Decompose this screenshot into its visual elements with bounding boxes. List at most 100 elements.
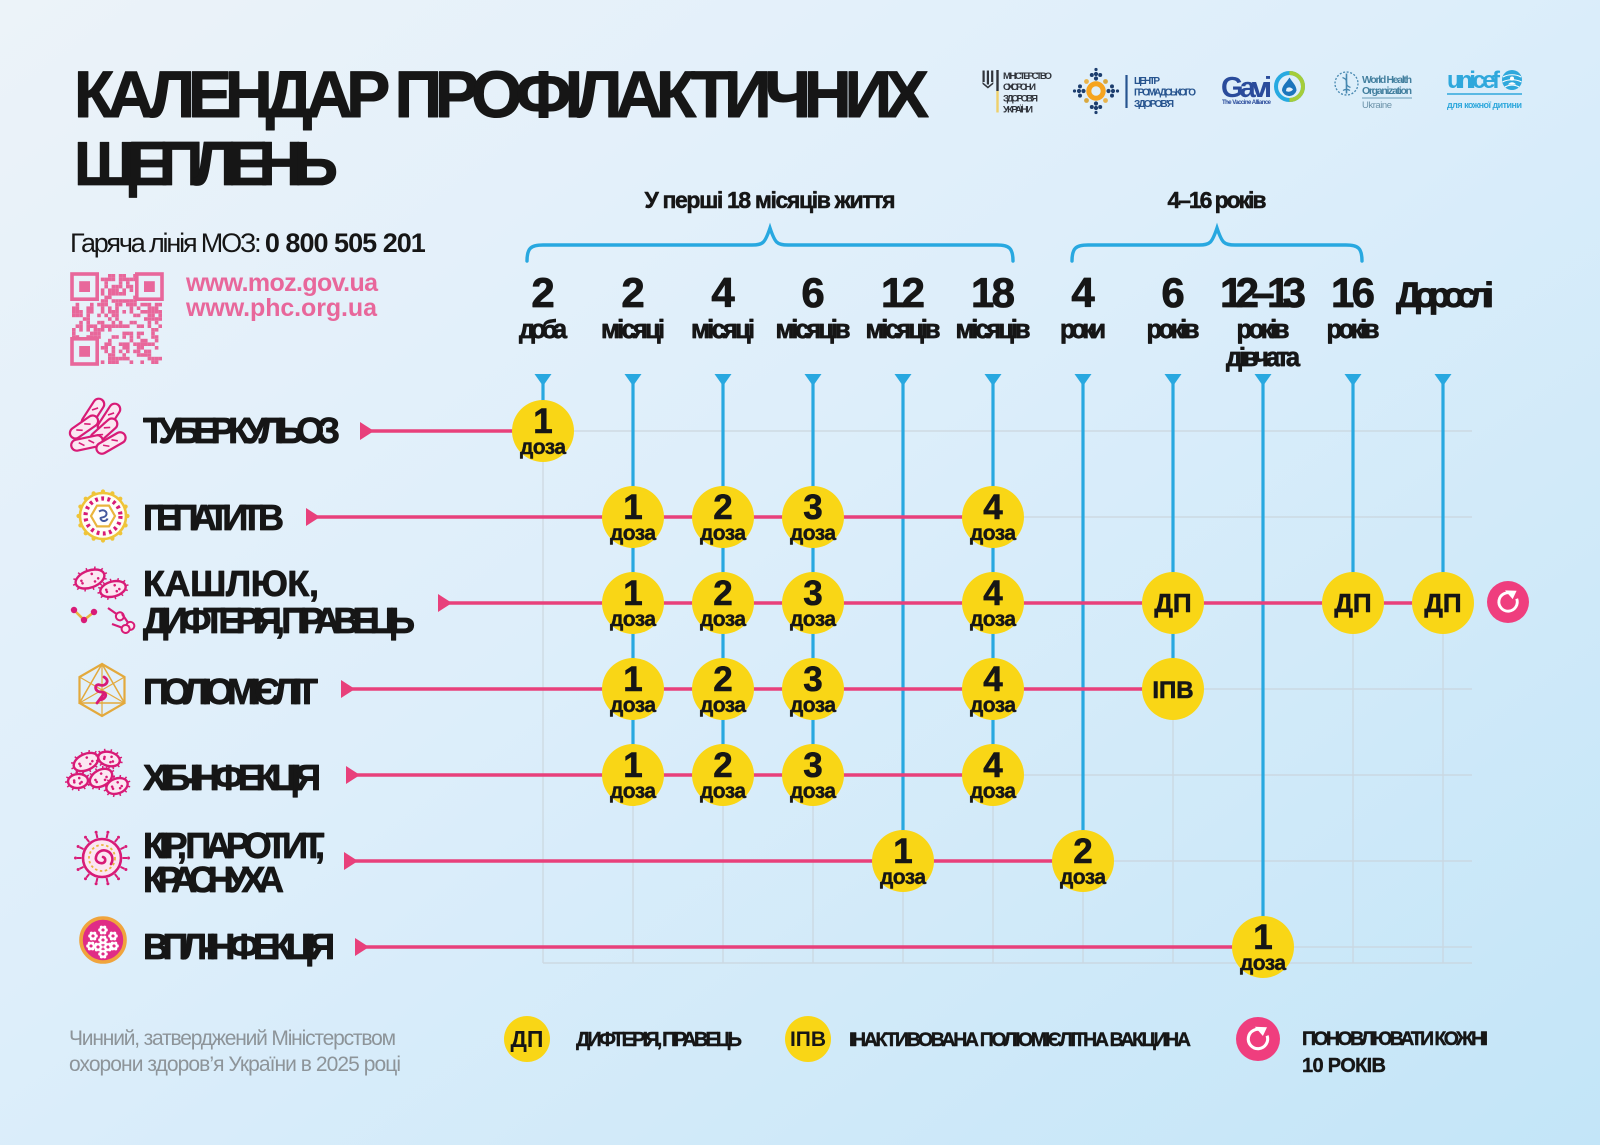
svg-text:www.moz.gov.ua: www.moz.gov.ua [185,269,379,297]
svg-text:4: 4 [711,269,735,316]
svg-text:6: 6 [801,269,824,316]
svg-text:ГЕПАТИТ В: ГЕПАТИТ В [143,497,284,538]
svg-text:Gavi: Gavi [1221,72,1272,104]
svg-text:6: 6 [1161,269,1184,316]
svg-text:КАЛЕНДАР ПРОФІЛАКТИЧНИХ: КАЛЕНДАР ПРОФІЛАКТИЧНИХ [74,57,929,131]
svg-text:років: років [1237,316,1290,344]
svg-text:10 РОКІВ: 10 РОКІВ [1302,1055,1386,1077]
svg-text:2: 2 [713,746,732,785]
svg-text:1: 1 [623,746,642,785]
svg-text:доза: доза [970,608,1016,631]
svg-text:доза: доза [970,694,1016,717]
svg-text:1: 1 [893,832,912,871]
svg-text:The Vaccine Alliance: The Vaccine Alliance [1222,100,1272,106]
svg-text:ДП: ДП [1334,588,1371,618]
svg-text:1: 1 [623,488,642,527]
svg-text:12: 12 [881,269,925,316]
svg-text:доза: доза [880,866,926,889]
svg-text:доза: доза [700,608,746,631]
svg-text:3: 3 [803,488,822,527]
svg-text:unicef: unicef [1447,67,1501,94]
svg-text:роки: роки [1060,316,1106,344]
svg-text:місяців: місяців [776,316,851,344]
svg-text:2: 2 [713,488,732,527]
svg-text:місяці: місяці [691,316,755,344]
svg-text:МІНІСТЕРСТВО: МІНІСТЕРСТВО [1003,71,1053,82]
svg-text:ДИФТЕРІЯ, ПРАВЕЦЬ: ДИФТЕРІЯ, ПРАВЕЦЬ [576,1029,742,1051]
svg-text:ІПВ: ІПВ [790,1028,826,1051]
svg-text:ДП: ДП [511,1026,544,1052]
svg-text:2: 2 [1073,832,1092,871]
svg-text:КРАСНУХА: КРАСНУХА [143,859,284,900]
svg-text:доза: доза [610,780,656,803]
svg-text:ІНАКТИВОВАНА ПОЛІОМІЄЛІТНА ВАК: ІНАКТИВОВАНА ПОЛІОМІЄЛІТНА ВАКЦИНА [849,1029,1191,1051]
svg-text:КАШЛЮК,: КАШЛЮК, [143,563,319,604]
svg-text:ЗДОРОВ’Я: ЗДОРОВ’Я [1003,93,1038,104]
svg-text:доза: доза [520,436,566,459]
svg-text:доза: доза [610,608,656,631]
svg-text:4: 4 [983,660,1003,699]
svg-text:ОХОРОНИ: ОХОРОНИ [1003,82,1036,93]
svg-text:ЦЕНТР: ЦЕНТР [1134,76,1160,87]
svg-text:ГРОМАДСЬКОГО: ГРОМАДСЬКОГО [1134,87,1196,98]
svg-text:3: 3 [803,746,822,785]
svg-text:доза: доза [790,780,836,803]
svg-text:дівчата: дівчата [1226,344,1301,372]
svg-text:доза: доза [790,694,836,717]
svg-text:доза: доза [700,694,746,717]
svg-text:доза: доза [700,780,746,803]
svg-text:2: 2 [531,269,554,316]
svg-text:Дорослі: Дорослі [1396,275,1494,315]
svg-text:У перші 18 місяців життя: У перші 18 місяців життя [645,187,896,213]
svg-text:16: 16 [1331,269,1375,316]
svg-text:4–16 років: 4–16 років [1168,187,1267,213]
svg-text:ДИФТЕРІЯ, ПРАВЕЦЬ: ДИФТЕРІЯ, ПРАВЕЦЬ [143,600,415,641]
svg-text:3: 3 [803,660,822,699]
svg-text:доза: доза [1060,866,1106,889]
svg-text:2: 2 [621,269,644,316]
svg-text:4: 4 [1071,269,1095,316]
svg-text:доза: доза [700,522,746,545]
svg-text:1: 1 [1253,918,1272,957]
svg-text:Гаряча лінія МОЗ: 0 800 505 20: Гаряча лінія МОЗ: 0 800 505 201 [70,228,426,258]
svg-text:доза: доза [1240,952,1286,975]
svg-text:Organization: Organization [1362,85,1412,97]
svg-text:ІПВ: ІПВ [1152,677,1193,704]
svg-text:доза: доза [970,522,1016,545]
svg-text:4: 4 [983,488,1003,527]
svg-text:18: 18 [971,269,1015,316]
svg-text:2: 2 [713,660,732,699]
svg-text:www.phc.org.ua: www.phc.org.ua [185,294,378,322]
svg-text:місяців: місяців [956,316,1031,344]
svg-text:ПОЛІОМІЄЛІТ: ПОЛІОМІЄЛІТ [143,671,318,712]
svg-text:1: 1 [623,660,642,699]
svg-text:місяців: місяців [866,316,941,344]
svg-text:12–13: 12–13 [1220,269,1306,316]
svg-text:ДП: ДП [1424,588,1461,618]
svg-text:Чинний, затверджений Міністерс: Чинний, затверджений Міністерством [69,1027,396,1050]
svg-text:ВПЛ-ІНФЕКЦІЯ: ВПЛ-ІНФЕКЦІЯ [143,926,335,967]
svg-text:ЗДОРОВ’Я: ЗДОРОВ’Я [1134,99,1174,110]
svg-text:ТУБЕРКУЛЬОЗ: ТУБЕРКУЛЬОЗ [143,410,340,451]
svg-text:доза: доза [610,522,656,545]
svg-text:КІР, ПАРОТИТ,: КІР, ПАРОТИТ, [143,825,325,866]
svg-text:доза: доза [970,780,1016,803]
svg-text:доза: доза [790,608,836,631]
svg-text:для кожної дитини: для кожної дитини [1447,100,1522,110]
svg-text:ПОНОВЛЮВАТИ КОЖНІ: ПОНОВЛЮВАТИ КОЖНІ [1302,1028,1488,1050]
svg-text:років: років [1147,316,1200,344]
svg-text:доза: доза [610,694,656,717]
svg-text:1: 1 [533,402,552,441]
svg-text:ЩЕПЛЕНЬ: ЩЕПЛЕНЬ [74,130,338,199]
svg-text:4: 4 [983,574,1003,613]
svg-text:World Health: World Health [1362,74,1412,86]
svg-text:УКРАЇНИ: УКРАЇНИ [1003,105,1033,116]
svg-text:років: років [1327,316,1380,344]
svg-text:1: 1 [623,574,642,613]
svg-text:3: 3 [803,574,822,613]
svg-text:охорони здоров’я України в 202: охорони здоров’я України в 2025 році [69,1053,401,1076]
svg-text:доба: доба [519,316,568,344]
svg-text:місяці: місяці [601,316,665,344]
svg-text:ДП: ДП [1154,588,1191,618]
svg-text:4: 4 [983,746,1003,785]
